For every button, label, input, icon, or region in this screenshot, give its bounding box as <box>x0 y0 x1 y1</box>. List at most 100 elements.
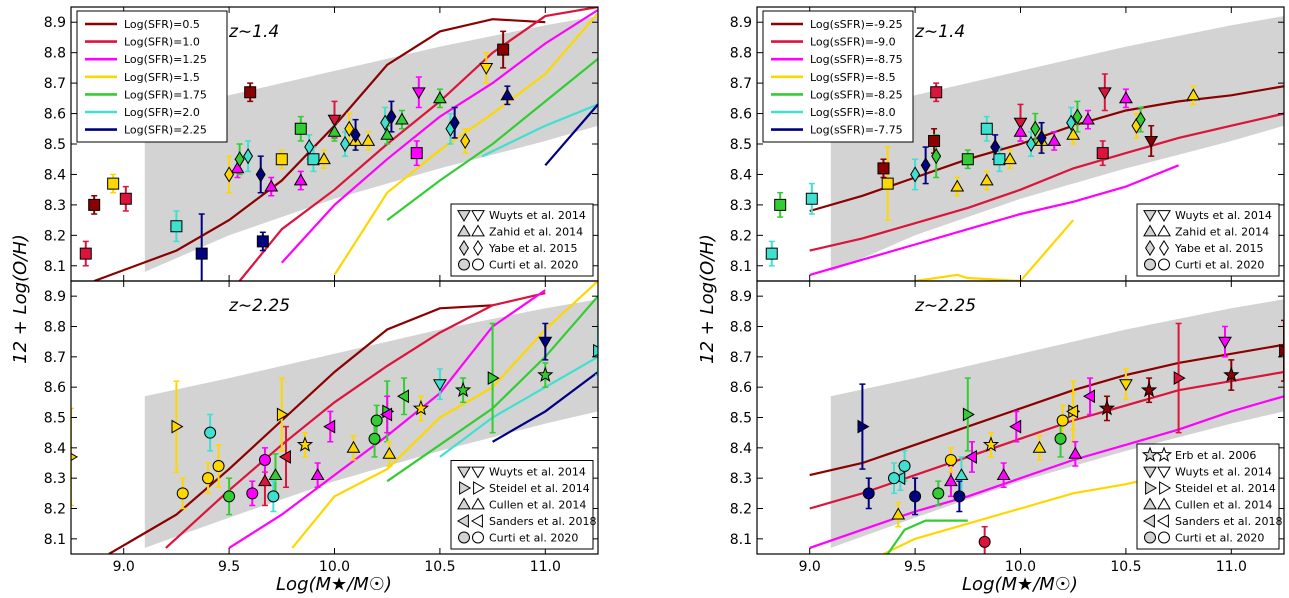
data-point-circle-26 <box>370 414 383 427</box>
y-tick-label: 8.7 <box>730 350 752 366</box>
line-legend: Log(sSFR)=-9.25 Log(sSFR)=-9.0 Log(sSFR)=-… <box>762 10 914 143</box>
model-line-1 <box>809 112 1284 252</box>
data-point-square-5 <box>195 247 208 260</box>
right-xlabel: Log(M★/M☉) <box>962 574 1078 595</box>
y-tick-label: 8.1 <box>730 532 752 548</box>
legend-marker-right-triangle <box>459 481 472 495</box>
data-point-up-triangle-12 <box>1068 446 1083 459</box>
legend-marker-star <box>1155 446 1173 462</box>
data-point-diamond-28 <box>234 151 245 168</box>
panel-left-top: 8.18.28.38.48.58.68.78.88.9 z∼1.4Log(SFR)… <box>44 6 599 282</box>
y-tick-label: 8.3 <box>44 471 66 487</box>
panel-left-bottom: 8.1 8.2 8.3 8.4 8.5 8.6 8.7 8.8 8.9 9.0 9.5 10.0 10.… <box>44 280 599 575</box>
data-point-square-3 <box>119 192 132 205</box>
legend-label: Log(sSFR)=-8.5 <box>810 71 896 84</box>
data-point-circle-27 <box>1056 414 1069 427</box>
legend-marker-down-triangle <box>471 210 485 223</box>
y-tick-label: 8.2 <box>730 502 752 518</box>
y-tick-label: 8.4 <box>730 441 752 457</box>
legend-label: Log(sSFR)=-9.0 <box>810 36 896 49</box>
data-point-down-triangle-14 <box>411 87 426 100</box>
y-tick-label: 8.4 <box>44 441 66 457</box>
data-point-square-6 <box>928 134 941 147</box>
legend-marker-up-triangle <box>1157 224 1171 237</box>
legend-marker-down-triangle <box>457 210 471 223</box>
legend-marker-left-triangle <box>1156 514 1169 528</box>
legend-label: Log(sSFR)=-9.25 <box>810 18 903 31</box>
y-tick-label: 8.8 <box>730 46 752 62</box>
data-point-square-3 <box>877 162 890 175</box>
data-point-up-triangle-23 <box>1186 88 1201 101</box>
data-point-star-30 <box>537 366 554 382</box>
right-ylabel: 12 + Log(O/H) <box>697 234 718 364</box>
data-point-down-triangle-1 <box>538 336 553 349</box>
legend-label: Wuyts et al. 2014 <box>489 466 586 479</box>
redshift-label: z∼2.25 <box>914 296 976 316</box>
y-tick-label: 8.7 <box>44 76 66 92</box>
legend-box <box>1136 443 1280 550</box>
data-point-circle-25 <box>368 432 381 445</box>
data-point-diamond-36 <box>386 108 397 125</box>
x-tick-label: 9.0 <box>113 559 135 575</box>
legend-label: Wuyts et al. 2014 <box>489 209 586 222</box>
data-point-up-triangle-24 <box>395 112 409 125</box>
legend-marker-circle <box>1144 258 1156 271</box>
data-point-square-10 <box>307 153 320 166</box>
legend-marker-circle <box>458 531 470 544</box>
data-point-right-triangle-7 <box>593 343 598 358</box>
data-point-circle-20 <box>212 460 225 473</box>
reference-legend: Wuyts et al. 2014 Zahid et al. 2014 Yabe e… <box>450 203 594 277</box>
data-point-circle-19 <box>888 472 901 485</box>
data-point-circle-23 <box>258 453 271 466</box>
data-point-square-9 <box>294 122 307 135</box>
model-line-1 <box>238 7 598 281</box>
data-point-circle-24 <box>267 490 280 503</box>
model-line-3 <box>333 12 598 276</box>
relation-band <box>830 299 1284 548</box>
y-tick-label: 8.6 <box>730 107 752 123</box>
y-tick-label: 8.9 <box>730 15 752 31</box>
legend-label: Curti et al. 2020 <box>489 532 578 545</box>
y-tick-label: 8.9 <box>44 15 66 31</box>
data-point-circle-22 <box>246 487 259 500</box>
legend-label: Log(SFR)=1.75 <box>124 88 207 101</box>
data-point-up-triangle-19 <box>317 152 331 165</box>
left-ylabel: 12 + Log(O/H) <box>10 234 31 364</box>
data-point-up-triangle-26 <box>500 88 515 101</box>
x-tick-label: 10.5 <box>1110 559 1141 575</box>
y-tick-label: 8.5 <box>44 137 66 153</box>
data-point-square-11 <box>410 147 423 160</box>
y-tick-label: 8.7 <box>44 350 66 366</box>
data-point-left-triangle-13 <box>278 450 291 464</box>
legend-marker-up-triangle <box>1143 497 1157 510</box>
right-ylabel-text: 12 + Log(O/H) <box>697 234 718 364</box>
plot-area <box>79 7 598 281</box>
legend-marker-down-triangle <box>1157 466 1171 479</box>
legend-marker-diamond <box>1145 239 1155 257</box>
legend-label: Yabe et al. 2015 <box>1174 242 1264 255</box>
data-point-square-6 <box>244 86 257 99</box>
legend-marker-up-triangle <box>471 497 485 510</box>
data-point-up-triangle-8 <box>258 474 272 487</box>
left-xlabel: Log(M★/M☉) <box>276 574 392 595</box>
model-line-5 <box>481 103 598 158</box>
data-point-diamond-25 <box>920 157 931 174</box>
y-tick-label: 8.1 <box>730 259 752 275</box>
data-point-up-triangle-17 <box>264 179 279 192</box>
data-point-square-12 <box>497 43 510 56</box>
y-tick-label: 8.8 <box>44 320 66 336</box>
data-point-down-triangle-11 <box>1013 117 1028 130</box>
data-point-right-triangle-5 <box>1173 371 1186 385</box>
model-line-4 <box>386 57 598 221</box>
y-tick-label: 8.4 <box>730 167 752 183</box>
data-point-right-triangle-3 <box>962 407 975 422</box>
data-point-diamond-24 <box>910 166 921 183</box>
legend-marker-diamond <box>1159 239 1169 257</box>
legend-label: Log(sSFR)=-8.25 <box>810 88 903 101</box>
legend-marker-circle <box>1158 258 1170 271</box>
data-point-up-triangle-17 <box>1013 124 1028 137</box>
legend-label: Yabe et al. 2015 <box>488 242 578 255</box>
y-tick-label: 8.3 <box>730 198 752 214</box>
data-point-up-triangle-18 <box>293 173 308 186</box>
data-point-up-triangle-20 <box>1066 127 1081 140</box>
